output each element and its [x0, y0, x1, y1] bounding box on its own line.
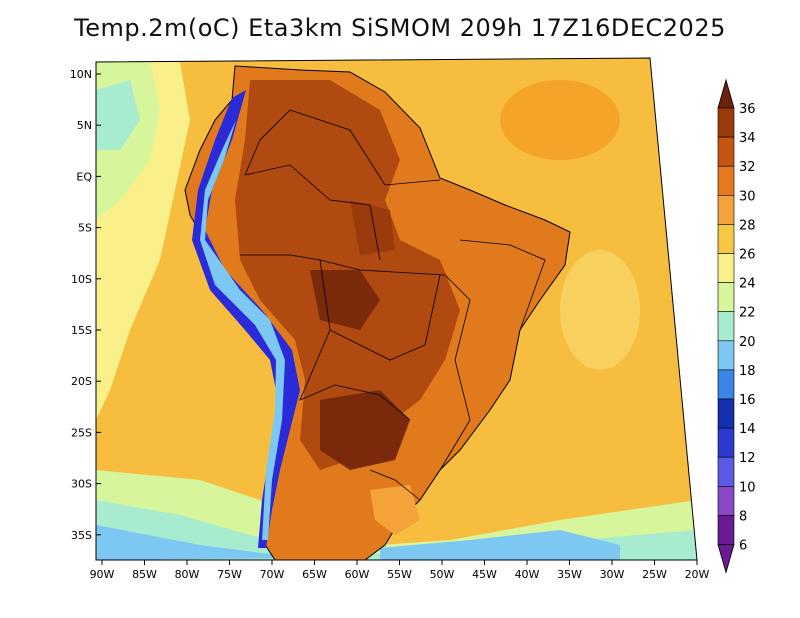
hottest-region	[320, 390, 410, 470]
colorbar-label: 22	[739, 306, 756, 321]
colorbar-swatch	[717, 136, 735, 167]
colorbar-swatch	[717, 427, 735, 458]
lat-label: 5N	[77, 119, 92, 132]
lat-label: 10S	[71, 273, 92, 286]
colorbar-label: 30	[739, 189, 756, 204]
pacific-coolest-zone	[96, 80, 140, 150]
colorbar-label: 6	[739, 539, 747, 554]
colorbar-label: 16	[739, 393, 756, 408]
colorbar-swatch	[717, 456, 735, 487]
lon-label: 85W	[132, 568, 157, 581]
longitude-axis: 90W 85W 80W 75W 70W 65W 60W 55W 50W 45W 40W 35W 30W 2…	[90, 560, 710, 581]
colorbar-swatch	[717, 515, 735, 545]
colorbar-swatch	[717, 107, 735, 138]
lon-label: 80W	[175, 568, 200, 581]
lat-label: 10N	[70, 68, 92, 81]
country-borders	[240, 109, 546, 501]
lon-label: 30W	[600, 568, 625, 581]
colorbar-top-arrow	[717, 78, 735, 109]
colorbar-label: 12	[739, 451, 756, 466]
lat-label: 25S	[71, 426, 92, 439]
lat-label: EQ	[76, 170, 92, 183]
colorbar-swatch	[717, 485, 735, 516]
colorbar-swatch	[717, 311, 735, 342]
colorbar-swatch	[717, 398, 735, 429]
lon-label: 20W	[685, 568, 710, 581]
colorbar-label: 28	[739, 218, 756, 233]
lon-label: 65W	[302, 568, 327, 581]
lat-label: 20S	[71, 375, 92, 388]
atlantic-warm-patch	[500, 80, 620, 160]
lon-label: 90W	[90, 568, 115, 581]
colorbar-label: 10	[739, 480, 756, 495]
lon-label: 75W	[217, 568, 242, 581]
colorbar-label: 8	[739, 509, 747, 524]
lon-label: 45W	[472, 568, 497, 581]
latitude-axis: 10N 5N EQ 5S 10S 15S 20S 25S 30S 35S	[70, 68, 101, 542]
colorbar: 36 34 32 30 28 26 24 22 20 18 16 14 12 10 8 6	[717, 78, 756, 574]
lat-label: 5S	[78, 222, 92, 235]
colorbar-swatch	[717, 195, 735, 225]
south-coolest-zone	[96, 525, 300, 560]
lat-label: 30S	[71, 478, 92, 491]
lon-label: 55W	[387, 568, 412, 581]
colorbar-label: 34	[739, 131, 756, 146]
colorbar-label: 32	[739, 160, 756, 175]
map-domain	[96, 58, 697, 560]
lon-label: 60W	[345, 568, 370, 581]
lon-label: 25W	[642, 568, 667, 581]
colorbar-label: 36	[739, 102, 756, 117]
uruguay-region	[370, 485, 420, 535]
lat-label: 15S	[71, 324, 92, 337]
lon-label: 40W	[515, 568, 540, 581]
colorbar-swatch	[717, 369, 735, 400]
andes-cool-fringe	[200, 120, 285, 540]
lon-label: 70W	[260, 568, 285, 581]
lat-label: 35S	[71, 529, 92, 542]
colorbar-swatch	[717, 340, 735, 371]
colorbar-label: 26	[739, 248, 756, 263]
lon-label: 35W	[557, 568, 582, 581]
colorbar-swatch	[717, 282, 735, 313]
colorbar-label: 18	[739, 364, 756, 379]
colorbar-label: 20	[739, 335, 756, 350]
atlantic-cool-patch	[560, 250, 640, 370]
map-title: Temp.2m(oC) Eta3km SiSMOM 209h 17Z16DEC2…	[74, 14, 726, 42]
colorbar-swatch	[717, 224, 735, 254]
atlantic-cool-zone	[380, 530, 620, 560]
lon-label: 50W	[430, 568, 455, 581]
colorbar-label: 14	[739, 422, 756, 437]
colorbar-label: 24	[739, 277, 756, 292]
colorbar-swatch	[717, 165, 735, 196]
colorbar-swatch	[717, 253, 735, 283]
colorbar-bottom-arrow	[717, 544, 735, 574]
hot-patch	[350, 200, 395, 255]
